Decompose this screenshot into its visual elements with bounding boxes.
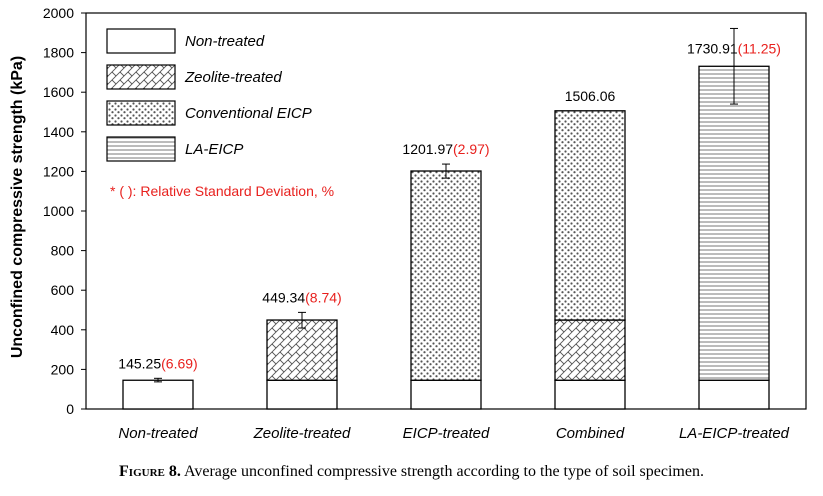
bar-segment bbox=[410, 170, 482, 381]
bar-segment bbox=[266, 379, 338, 410]
legend-swatch bbox=[106, 64, 176, 90]
bar-segment bbox=[122, 379, 194, 410]
y-tick-label: 200 bbox=[51, 361, 75, 377]
y-tick-label: 1400 bbox=[43, 124, 74, 140]
bar-segment bbox=[554, 110, 626, 321]
caption-label: Figure 8. bbox=[119, 463, 181, 480]
x-tick-label: LA-EICP-treated bbox=[679, 425, 790, 442]
value-label: 449.34(8.74) bbox=[262, 289, 341, 305]
x-axis: Non-treated Zeolite-treated EICP-treated Co… bbox=[118, 425, 789, 442]
legend-label: LA-EICP bbox=[185, 141, 243, 158]
x-tick-label: Combined bbox=[556, 425, 625, 442]
y-tick-label: 2000 bbox=[43, 5, 74, 21]
bar-segment bbox=[554, 379, 626, 410]
caption-text: Average unconfined compressive strength … bbox=[180, 463, 704, 480]
bars bbox=[122, 65, 770, 410]
y-axis: 0 200 400 600 800 1000 1200 1400 1600 1800 2000 bbox=[43, 5, 86, 417]
legend-label: Non-treated bbox=[185, 33, 265, 50]
x-tick-label: Zeolite-treated bbox=[253, 425, 351, 442]
y-tick-label: 1600 bbox=[43, 84, 74, 100]
value-label: 1201.97(2.97) bbox=[402, 141, 489, 157]
legend-swatch bbox=[106, 28, 176, 54]
figure-caption: Figure 8. Average unconfined compressive… bbox=[0, 463, 823, 481]
x-tick-label: EICP-treated bbox=[403, 425, 490, 442]
legend-swatch bbox=[106, 100, 176, 126]
y-tick-label: 0 bbox=[66, 401, 74, 417]
legend: Non-treated Zeolite-treated Conventional E… bbox=[106, 28, 312, 162]
bar-segment bbox=[410, 379, 482, 410]
error-bars bbox=[154, 27, 738, 383]
legend-label: Conventional EICP bbox=[185, 105, 312, 122]
y-tick-label: 400 bbox=[51, 322, 75, 338]
y-tick-label: 600 bbox=[51, 282, 75, 298]
value-label: 1730.91(11.25) bbox=[687, 40, 781, 56]
bar-segment bbox=[266, 319, 338, 381]
y-axis-title: Unconfined compressive strength (kPa) bbox=[9, 56, 26, 358]
y-tick-label: 1000 bbox=[43, 203, 74, 219]
y-tick-label: 800 bbox=[51, 243, 75, 259]
legend-label: Zeolite-treated bbox=[184, 69, 282, 86]
value-labels: 145.25(6.69) 449.34(8.74) 1201.97(2.97) 150… bbox=[118, 40, 781, 371]
value-label: 145.25(6.69) bbox=[118, 355, 197, 371]
y-tick-label: 1200 bbox=[43, 163, 74, 179]
bar-segment bbox=[698, 65, 770, 381]
value-label: 1506.06 bbox=[565, 88, 616, 104]
bar-segment bbox=[698, 379, 770, 410]
y-tick-label: 1800 bbox=[43, 45, 74, 61]
x-tick-label: Non-treated bbox=[118, 425, 198, 442]
legend-swatch bbox=[106, 136, 176, 162]
rsd-annotation: * ( ): Relative Standard Deviation, % bbox=[110, 183, 334, 199]
bar-segment bbox=[554, 319, 626, 381]
